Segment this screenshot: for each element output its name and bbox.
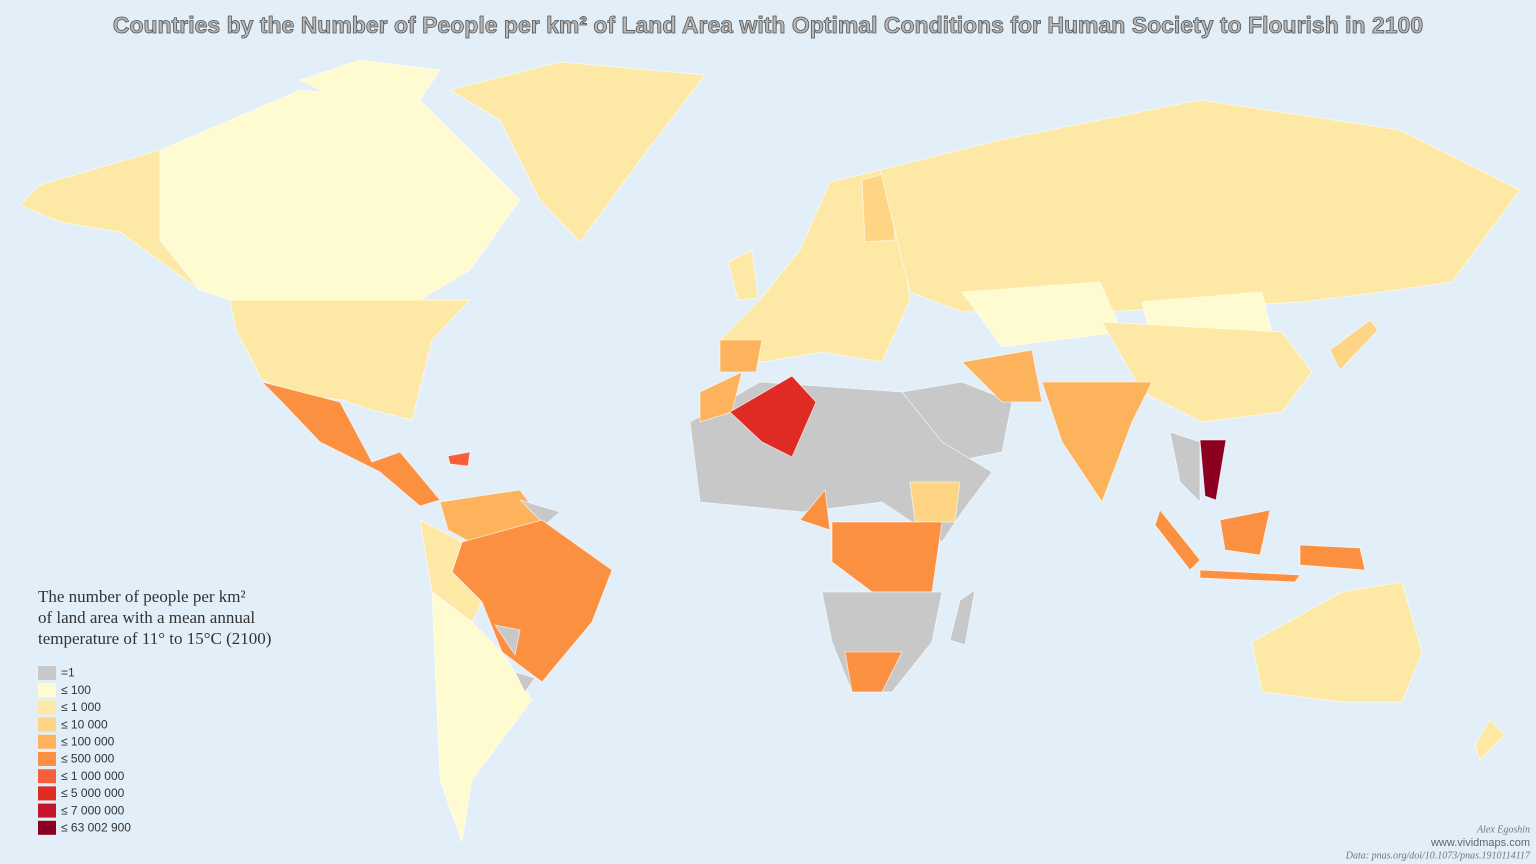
mexico-central-america xyxy=(260,381,441,507)
ethiopia xyxy=(909,481,961,523)
iberia xyxy=(719,339,763,373)
credit-site: www.vividmaps.com xyxy=(1430,837,1530,849)
uk-ireland xyxy=(727,249,759,301)
legend-label: ≤ 1 000 xyxy=(61,700,101,714)
legend-swatch xyxy=(38,717,56,732)
iran-central-asia xyxy=(961,349,1043,403)
madagascar xyxy=(949,589,976,646)
australia xyxy=(1251,581,1423,703)
legend-swatch xyxy=(38,769,56,784)
credit-author: Alex Egoshin xyxy=(1476,824,1530,835)
legend-swatch xyxy=(38,683,56,698)
legend-swatch xyxy=(38,786,56,801)
russia xyxy=(879,99,1521,313)
credit-source: Data: pnas.org/doi/10.1073/pnas.19101141… xyxy=(1345,850,1531,861)
legend-label: ≤ 1 000 000 xyxy=(61,769,125,783)
legend-swatch xyxy=(38,734,56,749)
legend-swatch xyxy=(38,666,56,680)
countries xyxy=(19,59,1521,843)
legend-title: of land area with a mean annual xyxy=(38,608,255,627)
greenland xyxy=(448,61,706,243)
japan xyxy=(1329,319,1379,371)
legend-label: ≤ 10 000 xyxy=(61,717,108,731)
legend-label: ≤ 100 000 xyxy=(61,734,115,748)
southeast-asia xyxy=(1169,431,1201,503)
legend-title: temperature of 11° to 15°C (2100) xyxy=(38,629,271,648)
legend-swatch xyxy=(38,700,56,715)
legend-label: ≤ 100 xyxy=(61,683,91,697)
legend-swatch xyxy=(38,803,56,818)
indonesia-malaysia xyxy=(1154,509,1366,583)
legend-label: ≤ 63 002 900 xyxy=(61,820,131,834)
legend: The number of people per km² of land area… xyxy=(38,587,271,835)
india xyxy=(1041,381,1153,503)
cameroon xyxy=(799,489,831,531)
southern-cone xyxy=(431,591,533,843)
guianas xyxy=(519,499,561,526)
paraguay-uruguay xyxy=(494,624,536,693)
legend-label: ≤ 7 000 000 xyxy=(61,803,125,817)
legend-swatch xyxy=(38,752,56,766)
algeria xyxy=(729,375,817,458)
south-africa xyxy=(844,651,903,693)
legend-title: The number of people per km² xyxy=(38,587,246,606)
vietnam xyxy=(1199,439,1227,501)
map-title: Countries by the Number of People per km… xyxy=(113,12,1423,38)
legend-label: ≤ 5 000 000 xyxy=(61,786,125,800)
arctic-islands xyxy=(298,59,441,101)
new-zealand xyxy=(1474,719,1506,761)
caribbean xyxy=(447,451,471,467)
legend-label: =1 xyxy=(61,666,75,680)
legend-label: ≤ 500 000 xyxy=(61,752,115,766)
legend-swatch xyxy=(38,820,56,835)
